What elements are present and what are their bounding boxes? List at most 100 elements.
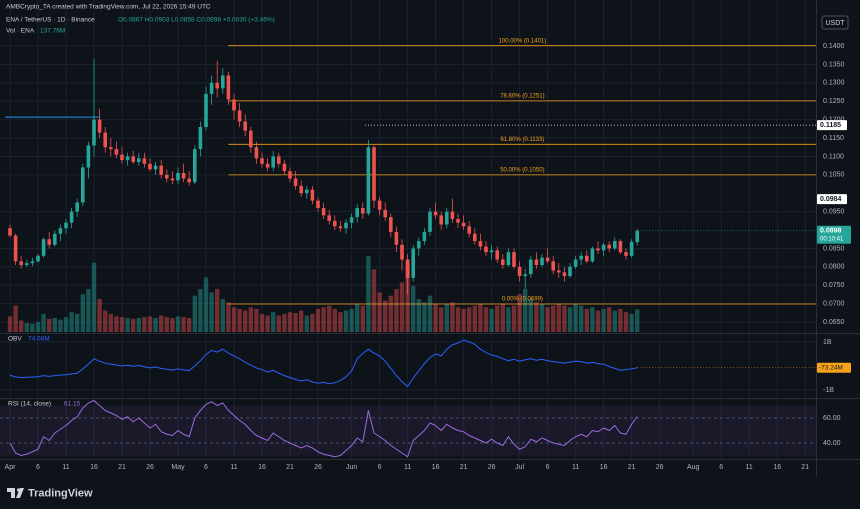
candle-body (366, 147, 371, 214)
candle-body (478, 241, 483, 247)
volume-bar (450, 302, 455, 332)
x-tick-label: 26 (488, 464, 496, 471)
y-tick-label: 0.0850 (823, 245, 845, 252)
volume-bar (483, 307, 489, 332)
candle-body (405, 259, 410, 278)
volume-bar (511, 305, 517, 332)
candle-body (635, 230, 639, 243)
candle-body (585, 255, 589, 262)
candle-body (277, 156, 281, 164)
candle-body (215, 82, 219, 89)
candle-body (316, 200, 320, 208)
volume-bar (80, 294, 85, 332)
candle-body (551, 261, 555, 271)
volume-bar (411, 285, 416, 332)
fib-label: 0.00% (0.0699) (502, 297, 543, 303)
volume-bar (478, 303, 483, 332)
fib-label: 78.60% (0.1251) (500, 93, 544, 99)
rsi-band (0, 405, 816, 456)
volume-bar (276, 315, 281, 332)
x-tick-label: 16 (90, 464, 98, 471)
volume-bar (439, 307, 444, 332)
candle-body (288, 171, 292, 179)
volume-bar (164, 317, 169, 332)
candle-body (148, 163, 152, 170)
candle-body (579, 255, 583, 260)
candle-body (249, 130, 253, 148)
volume-bar (35, 322, 41, 332)
candle-body (501, 259, 505, 266)
x-tick-label: 26 (146, 464, 154, 471)
volume-bar (254, 308, 259, 332)
candle-body (170, 178, 175, 181)
x-tick-label: 16 (600, 464, 608, 471)
countdown: 00:10:41 (820, 236, 844, 242)
price-label: 0.1185 (820, 122, 841, 129)
candle-body (333, 220, 337, 227)
candle-body (232, 99, 236, 111)
candle-body (344, 222, 348, 229)
x-tick-label: 21 (286, 464, 294, 471)
volume-bar (567, 307, 573, 332)
volume-bar (282, 313, 287, 332)
volume-bar (153, 317, 158, 332)
candle-body (103, 132, 107, 148)
obv-title: OBV (8, 336, 22, 343)
unit-box[interactable] (821, 15, 849, 30)
candle-body (114, 149, 119, 155)
volume-value: 137.76M (40, 28, 65, 35)
volume-bar (86, 289, 91, 332)
brand: TradingView (28, 487, 93, 499)
volume-bar (47, 318, 52, 332)
y-tick-label: 1B (823, 339, 832, 346)
candle-body (338, 226, 343, 229)
volume-bar (203, 277, 209, 332)
volume-bar (534, 302, 539, 332)
volume-bar (349, 308, 354, 332)
last-price-box (817, 225, 851, 244)
volume-bar (243, 310, 248, 332)
candle-body (193, 149, 197, 183)
x-tick-label: Aug (687, 464, 700, 471)
candle-body (75, 202, 79, 212)
candle-body (310, 189, 315, 201)
logo-dot (16, 488, 21, 492)
volume-bar (573, 303, 578, 332)
candle-body (467, 226, 471, 234)
volume-bar (332, 308, 337, 332)
candle-body (540, 257, 544, 266)
volume-bar (394, 289, 399, 332)
volume-bar (489, 308, 494, 332)
volume-bar (187, 317, 192, 332)
candle-body (204, 93, 208, 128)
volume-bar (422, 302, 427, 332)
candle-body (321, 207, 326, 216)
fib-label: 61.80% (0.1133) (500, 137, 544, 143)
volume-bar (310, 313, 315, 332)
volume-bar (427, 295, 433, 332)
volume-bar (114, 316, 119, 332)
candle-body (125, 156, 130, 161)
x-tick-label: 26 (656, 464, 664, 471)
volume-bar (226, 302, 231, 332)
candle-body (53, 233, 57, 245)
y-tick-label: 0.1200 (823, 116, 845, 123)
unit[interactable]: USDT (825, 20, 845, 27)
candle-body (327, 215, 331, 221)
candle-body (81, 167, 85, 203)
y-tick-label: 0.1250 (823, 98, 845, 105)
candle-body (433, 211, 438, 216)
volume-bar (119, 317, 125, 332)
volume-bar (360, 305, 365, 332)
candle-body (25, 263, 29, 266)
candle-body (254, 147, 259, 159)
x-tick-label: 11 (572, 464, 579, 471)
candle-body (607, 244, 611, 249)
volume-bar (293, 313, 298, 332)
y-tick-label: 0.0950 (823, 208, 845, 215)
volume-bar (377, 292, 382, 332)
volume-bar (467, 307, 472, 332)
volume-bar (635, 309, 640, 332)
